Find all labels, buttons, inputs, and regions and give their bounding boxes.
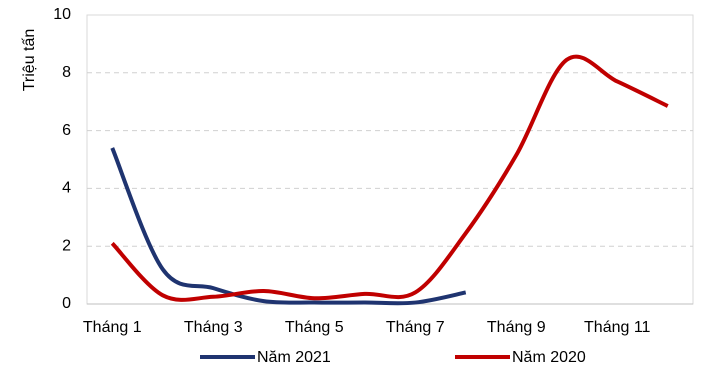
x-tick-label: Tháng 5 xyxy=(285,319,344,336)
series-line xyxy=(110,54,669,302)
plot-area xyxy=(86,14,694,305)
y-axis-label: Triệu tấn xyxy=(21,29,38,92)
x-tick-label: Tháng 7 xyxy=(386,319,445,336)
y-tick-label: 10 xyxy=(53,6,71,23)
legend-label: Năm 2021 xyxy=(257,349,331,366)
y-tick-label: 4 xyxy=(62,180,71,197)
x-tick-label: Tháng 9 xyxy=(487,319,546,336)
x-tick-label: Tháng 1 xyxy=(83,319,142,336)
y-tick-label: 8 xyxy=(62,64,71,81)
legend-label: Năm 2020 xyxy=(512,349,586,366)
y-tick-label: 2 xyxy=(62,237,71,254)
y-tick-label: 0 xyxy=(62,295,71,312)
x-tick-label: Tháng 11 xyxy=(584,319,651,336)
x-tick-label: Tháng 3 xyxy=(184,319,243,336)
y-tick-label: 6 xyxy=(62,122,71,139)
series-line xyxy=(110,147,467,306)
